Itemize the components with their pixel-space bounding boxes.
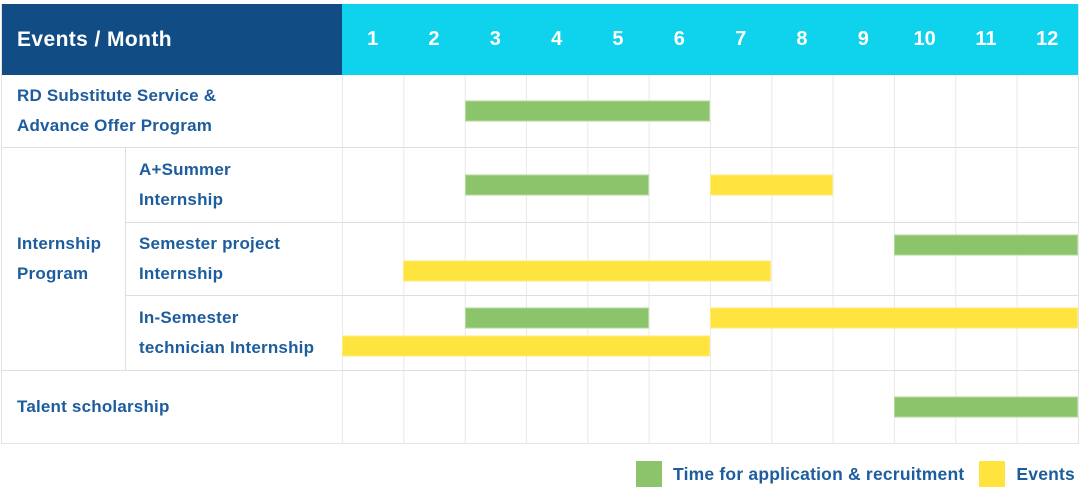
row-label: Semester project Internship	[125, 222, 342, 295]
month-label-12: 12	[1036, 28, 1059, 50]
bar-application	[894, 396, 1078, 418]
row-chart	[342, 147, 1078, 222]
month-label-7: 7	[735, 28, 747, 50]
legend-item-application: Time for application & recruitment	[636, 461, 964, 487]
bar-events	[403, 260, 772, 282]
month-label-3: 3	[489, 28, 501, 50]
bar-events	[342, 335, 710, 357]
row-talent-scholarship: Talent scholarship	[2, 370, 1078, 443]
row-label: A+Summer Internship	[125, 147, 342, 222]
row-chart	[342, 75, 1078, 147]
row-chart	[342, 295, 1078, 370]
row-rd-substitute-service: RD Substitute Service & Advance Offer Pr…	[2, 75, 1078, 147]
row-label: RD Substitute Service & Advance Offer Pr…	[17, 86, 217, 135]
bar-events	[710, 307, 1078, 329]
bar-application	[464, 100, 710, 122]
bar-application	[894, 234, 1078, 256]
bar-application	[464, 307, 649, 329]
row-in-semester: In-Semester technician Internship	[2, 295, 1078, 370]
month-label-8: 8	[796, 28, 808, 50]
month-label-10: 10	[913, 28, 936, 50]
row-chart	[342, 370, 1078, 443]
bar-application	[464, 174, 649, 196]
schedule-table: Events / Month 1 2 3 4 5 6 7 8 9 10 11 12 RD Substi…	[1, 4, 1079, 444]
table-header: Events / Month 1 2 3 4 5 6 7 8 9 10 11 12	[2, 4, 1078, 75]
legend: Time for application & recruitment Events	[0, 461, 1080, 487]
legend-item-events: Events	[979, 461, 1075, 487]
header-title: Events / Month	[2, 4, 342, 75]
month-label-4: 4	[551, 28, 563, 50]
legend-swatch-events	[979, 461, 1006, 487]
month-label-11: 11	[975, 28, 997, 50]
table-body: RD Substitute Service & Advance Offer Pr…	[2, 75, 1078, 443]
legend-label: Events	[1016, 463, 1075, 484]
row-label: In-Semester technician Internship	[125, 295, 342, 370]
legend-label: Time for application & recruitment	[673, 463, 965, 484]
month-label-2: 2	[428, 28, 440, 50]
month-label-6: 6	[673, 28, 685, 50]
bar-events	[710, 174, 833, 196]
row-a-summer: A+Summer Internship	[2, 147, 1078, 222]
month-label-5: 5	[612, 28, 624, 50]
group-label-internship-program: Internship Program	[17, 233, 102, 283]
header-months: 1 2 3 4 5 6 7 8 9 10 11 12	[342, 4, 1078, 75]
row-chart	[342, 222, 1078, 295]
row-label: Talent scholarship	[2, 370, 342, 443]
month-label-1: 1	[367, 28, 379, 50]
month-label-9: 9	[857, 28, 869, 50]
row-semester-project: Semester project Internship	[2, 222, 1078, 295]
group-spacer	[2, 147, 125, 222]
legend-swatch-application	[636, 461, 663, 487]
